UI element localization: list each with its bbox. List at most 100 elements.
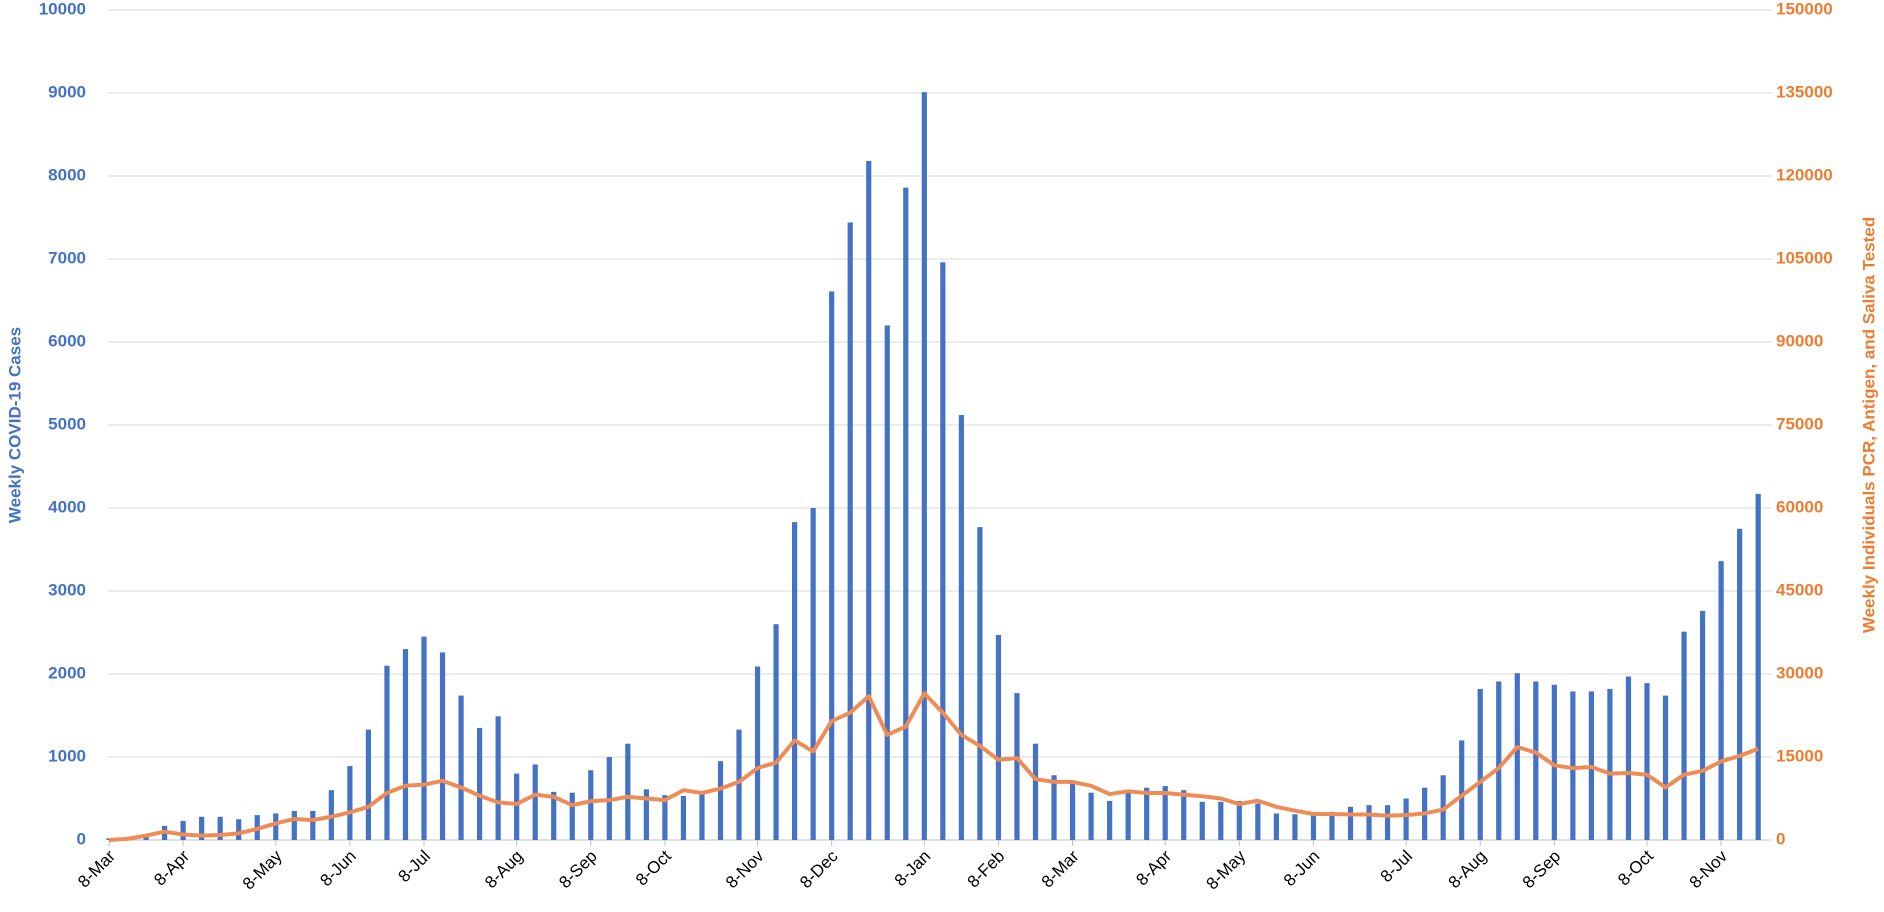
bar xyxy=(1144,787,1150,840)
bar xyxy=(439,652,446,840)
bar xyxy=(792,522,798,840)
y-tick-label: 9000 xyxy=(48,82,86,101)
x-tick-label: 8-Sep xyxy=(555,847,601,893)
x-tick-label: 8-May xyxy=(1202,846,1249,893)
bar xyxy=(1236,800,1242,840)
bar xyxy=(199,816,205,840)
bar xyxy=(310,810,316,840)
x-tick-label: 8-Jun xyxy=(316,847,360,891)
bar xyxy=(1273,813,1279,840)
bar xyxy=(625,743,631,840)
bar xyxy=(995,634,1002,840)
y-tick-label: 7000 xyxy=(48,248,86,267)
bar xyxy=(1384,805,1391,840)
y-tick-label: 1000 xyxy=(48,746,86,765)
bar xyxy=(273,813,279,840)
bar xyxy=(1162,786,1168,840)
bar xyxy=(754,666,761,840)
y2-tick-label: 0 xyxy=(1776,829,1785,848)
bar xyxy=(1088,792,1094,840)
y-tick-label: 5000 xyxy=(48,414,86,433)
bar xyxy=(884,325,890,840)
bar xyxy=(402,649,409,840)
bar xyxy=(977,527,983,840)
bar xyxy=(1347,806,1354,840)
y-tick-label: 2000 xyxy=(48,663,86,682)
bar xyxy=(384,665,390,840)
y2-tick-label: 75000 xyxy=(1776,414,1823,433)
bar xyxy=(1533,681,1539,840)
bar xyxy=(1032,743,1039,840)
bar xyxy=(1459,740,1465,840)
y2-axis-title: Weekly Individuals PCR, Antigen, and Sal… xyxy=(1859,217,1878,633)
x-tick-label: 8-Apr xyxy=(150,846,193,889)
y-axis-title: Weekly COVID-19 Cases xyxy=(5,327,24,523)
x-tick-label: 8-May xyxy=(239,846,286,893)
y-tick-label: 8000 xyxy=(48,165,86,184)
x-tick-label: 8-Feb xyxy=(964,847,1009,892)
bar xyxy=(736,729,742,840)
bar xyxy=(940,262,946,840)
bar xyxy=(1329,811,1335,840)
x-tick-label: 8-Nov xyxy=(1686,846,1732,892)
bar xyxy=(643,789,649,840)
y2-tick-label: 120000 xyxy=(1776,165,1833,184)
bar xyxy=(829,291,835,840)
bar xyxy=(532,764,538,840)
x-tick-label: 8-Mar xyxy=(74,846,119,891)
y2-tick-label: 150000 xyxy=(1776,0,1833,18)
bar xyxy=(1607,688,1613,840)
bar xyxy=(180,820,186,840)
x-tick-label: 8-Aug xyxy=(1445,847,1491,893)
bar xyxy=(1477,688,1483,840)
bar xyxy=(1403,798,1409,840)
bar xyxy=(662,795,668,840)
bar xyxy=(1662,695,1669,840)
bar xyxy=(291,810,297,840)
bar xyxy=(1255,803,1261,840)
x-tick-label: 8-Jul xyxy=(395,847,434,886)
bar xyxy=(1718,561,1724,840)
bar xyxy=(588,770,594,840)
bar xyxy=(810,508,816,840)
bar xyxy=(1699,610,1706,840)
y-tick-label: 4000 xyxy=(48,497,86,516)
bar xyxy=(1310,813,1317,840)
bar xyxy=(1644,683,1650,840)
bar xyxy=(495,716,501,840)
y2-tick-label: 45000 xyxy=(1776,580,1823,599)
bar xyxy=(551,791,557,840)
bar xyxy=(921,92,927,841)
bar xyxy=(1069,781,1076,840)
bar xyxy=(1218,801,1224,840)
y2-tick-label: 135000 xyxy=(1776,82,1833,101)
bar xyxy=(1755,493,1761,840)
x-tick-label: 8-Jun xyxy=(1280,847,1324,891)
x-tick-label: 8-Jul xyxy=(1377,847,1416,886)
bar xyxy=(1514,673,1520,840)
x-tick-label: 8-Oct xyxy=(1614,846,1657,889)
bar xyxy=(1107,800,1113,840)
bar xyxy=(347,766,353,840)
bar xyxy=(236,819,242,840)
x-tick-label: 8-Dec xyxy=(796,846,842,892)
bar xyxy=(773,624,779,840)
bar xyxy=(958,415,964,840)
bar xyxy=(477,727,483,840)
x-tick-label: 8-Jan xyxy=(891,847,935,891)
bar xyxy=(699,793,705,840)
y2-tick-label: 15000 xyxy=(1776,746,1823,765)
bar xyxy=(365,729,372,840)
bar xyxy=(1737,528,1743,840)
x-tick-label: 8-Apr xyxy=(1132,846,1175,889)
bar xyxy=(1551,684,1557,840)
y2-tick-label: 60000 xyxy=(1776,497,1823,516)
bar xyxy=(514,773,520,840)
bar xyxy=(1625,676,1632,840)
y-tick-label: 3000 xyxy=(48,580,86,599)
bar xyxy=(421,636,427,840)
bar xyxy=(1181,790,1187,840)
y2-tick-label: 105000 xyxy=(1776,248,1833,267)
y2-tick-label: 30000 xyxy=(1776,663,1823,682)
